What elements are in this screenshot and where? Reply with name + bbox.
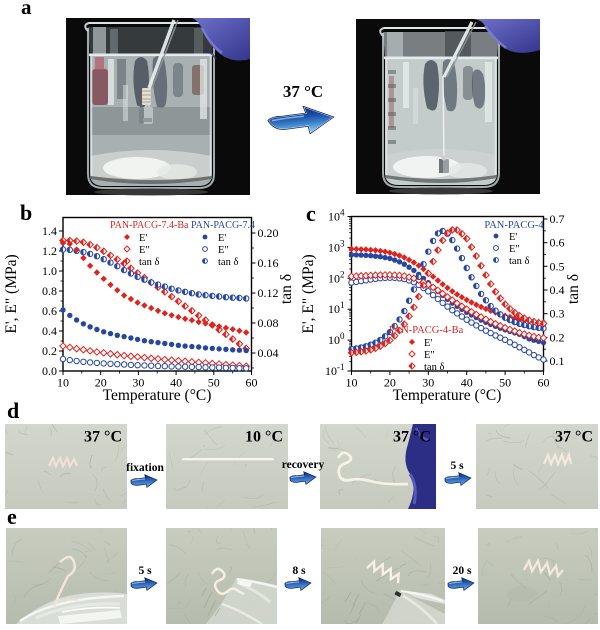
svg-text:0.20: 0.20: [258, 226, 279, 240]
svg-text:b: b: [20, 200, 32, 225]
svg-text:0.6: 0.6: [550, 236, 565, 250]
svg-text:0.5: 0.5: [550, 259, 565, 273]
svg-text:tan δ: tan δ: [424, 362, 444, 373]
svg-text:tan δ: tan δ: [218, 257, 238, 268]
svg-text:tan δ: tan δ: [565, 274, 582, 304]
svg-text:E": E": [139, 245, 150, 256]
svg-text:60: 60: [538, 376, 550, 390]
svg-text:c: c: [306, 201, 316, 226]
svg-text:0.6: 0.6: [42, 304, 57, 318]
svg-text:40: 40: [170, 376, 182, 390]
svg-text:37 °C: 37 °C: [84, 429, 122, 446]
svg-text:50: 50: [208, 376, 220, 390]
svg-text:0.7: 0.7: [550, 212, 565, 226]
svg-text:37 °C: 37 °C: [283, 82, 323, 101]
svg-text:30: 30: [422, 376, 434, 390]
svg-text:10 °C: 10 °C: [245, 429, 283, 446]
svg-text:E', E" (MPa): E', E" (MPa): [300, 254, 317, 333]
svg-text:0.4: 0.4: [550, 283, 565, 297]
svg-text:0.8: 0.8: [42, 284, 57, 298]
svg-text:0.3: 0.3: [550, 307, 565, 321]
svg-text:0.1: 0.1: [550, 354, 565, 368]
svg-text:8 s: 8 s: [292, 565, 306, 577]
svg-text:50: 50: [499, 376, 511, 390]
svg-text:10: 10: [57, 376, 69, 390]
svg-text:60: 60: [246, 376, 258, 390]
svg-text:37 °C: 37 °C: [393, 429, 431, 446]
svg-text:20 s: 20 s: [453, 565, 472, 577]
svg-text:e: e: [7, 504, 17, 529]
svg-text:recovery: recovery: [282, 459, 325, 471]
svg-text:PAN-PACG-4: PAN-PACG-4: [484, 220, 544, 231]
svg-text:E', E" (MPa): E', E" (MPa): [3, 254, 20, 333]
svg-text:tan δ: tan δ: [139, 257, 159, 268]
svg-text:20: 20: [95, 376, 107, 390]
svg-text:E': E': [509, 232, 517, 243]
svg-text:PAN-PACG-4-Ba: PAN-PACG-4-Ba: [389, 325, 464, 336]
svg-text:E': E': [218, 233, 226, 244]
svg-text:0.2: 0.2: [42, 344, 57, 358]
svg-text:PAN-PACG-7.4: PAN-PACG-7.4: [191, 220, 255, 231]
svg-text:0.04: 0.04: [258, 346, 279, 360]
svg-text:0.16: 0.16: [258, 256, 279, 270]
svg-text:PAN-PACG-7.4-Ba: PAN-PACG-7.4-Ba: [110, 220, 189, 231]
svg-text:5 s: 5 s: [138, 565, 152, 577]
svg-text:E": E": [509, 244, 520, 255]
svg-text:40: 40: [461, 376, 473, 390]
svg-text:Temperature (°C): Temperature (°C): [103, 387, 212, 404]
svg-text:0.12: 0.12: [258, 286, 279, 300]
svg-text:a: a: [21, 0, 32, 19]
svg-text:37 °C: 37 °C: [555, 429, 593, 446]
svg-text:1.0: 1.0: [42, 264, 57, 278]
svg-text:10: 10: [346, 376, 358, 390]
svg-text:0.08: 0.08: [258, 316, 279, 330]
svg-text:E': E': [424, 338, 432, 349]
svg-text:E": E": [218, 245, 229, 256]
svg-text:tan δ: tan δ: [278, 274, 295, 304]
svg-text:E': E': [139, 233, 147, 244]
svg-text:1.2: 1.2: [42, 244, 57, 258]
svg-text:30: 30: [132, 376, 144, 390]
svg-text:0.2: 0.2: [550, 330, 565, 344]
svg-text:E": E": [424, 350, 435, 361]
svg-text:d: d: [7, 398, 19, 423]
svg-text:0.0: 0.0: [42, 364, 57, 378]
svg-text:fixation: fixation: [126, 462, 164, 474]
svg-text:1.4: 1.4: [42, 224, 57, 238]
svg-text:tan δ: tan δ: [509, 256, 529, 267]
svg-text:Temperature (°C): Temperature (°C): [393, 387, 502, 404]
svg-text:0.4: 0.4: [42, 324, 57, 338]
svg-text:20: 20: [384, 376, 396, 390]
svg-text:5 s: 5 s: [450, 460, 464, 472]
